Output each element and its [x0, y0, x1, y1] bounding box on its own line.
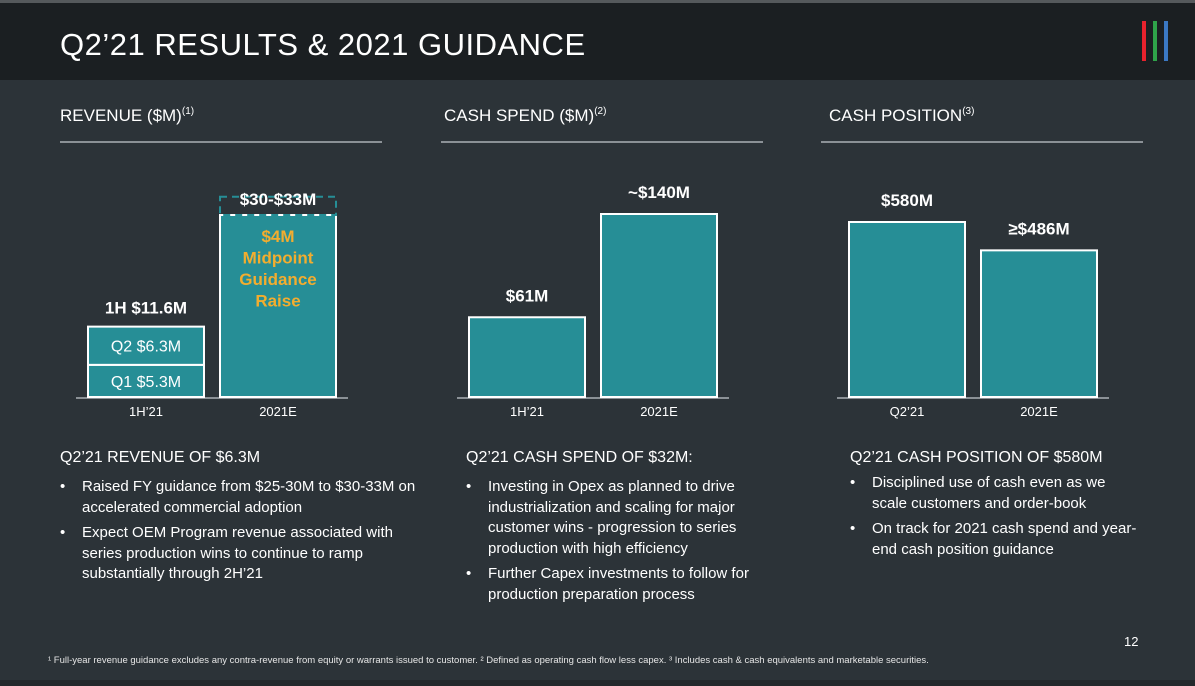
logo-bar-green	[1153, 21, 1157, 61]
revenue-section-rule	[60, 141, 382, 143]
cash-spend-bullets: • Investing in Opex as planned to drive i…	[466, 477, 786, 610]
cash-spend-title-text: CASH SPEND ($M)	[444, 106, 595, 125]
bullet-text: Further Capex investments to follow for …	[488, 565, 749, 603]
bullet-dot: •	[466, 565, 472, 582]
slide-title: Q2’21 RESULTS & 2021 GUIDANCE	[60, 27, 586, 62]
cash-spend-heading: Q2’21 CASH SPEND OF $32M:	[466, 449, 693, 466]
segment-label: Q1 $5.3M	[111, 374, 181, 391]
bullet-text: Expect OEM Program revenue associated wi…	[82, 524, 393, 582]
cash-spend-chart: $61M ~$140M 1H’21 2021E	[441, 160, 771, 422]
bullet-dot: •	[850, 520, 856, 537]
guidance-annotation: Guidance	[239, 270, 316, 289]
cash-position-title-footnote-ref: (3)	[962, 106, 975, 117]
revenue-chart: Q1 $5.3M Q2 $6.3M 1H $11.6M $30-$33M $4M Midp…	[60, 160, 390, 422]
revenue-section-title: REVENUE ($M)(1)	[60, 106, 194, 126]
bar	[848, 221, 966, 398]
bullet-text: Investing in Opex as planned to drive in…	[488, 478, 737, 557]
bullet-text: Disciplined use of cash even as we scale…	[872, 474, 1106, 512]
cash-position-section-title: CASH POSITION(3)	[829, 106, 974, 126]
segment-label: Q2 $6.3M	[111, 339, 181, 356]
bar-value-label: $30-$33M	[240, 190, 317, 209]
bullet-text: On track for 2021 cash spend and year-en…	[872, 520, 1137, 558]
list-item: • Disciplined use of cash even as we scal…	[850, 473, 1140, 514]
guidance-annotation: Raise	[255, 292, 300, 311]
revenue-title-footnote-ref: (1)	[181, 106, 195, 117]
bar-total-label: 1H $11.6M	[105, 299, 187, 318]
x-tick-label: 2021E	[259, 404, 297, 419]
list-item: • Further Capex investments to follow for…	[466, 564, 786, 605]
revenue-title-text: REVENUE ($M)	[60, 106, 182, 125]
page-number: 12	[1124, 634, 1139, 649]
x-tick-label: 1H’21	[129, 404, 163, 419]
bar-value-label: ~$140M	[628, 183, 690, 202]
bullet-dot: •	[850, 474, 856, 491]
x-tick-label: 1H’21	[510, 404, 544, 419]
bullet-dot: •	[466, 478, 472, 495]
slide-header: Q2’21 RESULTS & 2021 GUIDANCE	[0, 3, 1195, 80]
bar	[980, 249, 1098, 398]
cash-position-title-text: CASH POSITION	[829, 106, 963, 125]
bar-value-label: ≥$486M	[1008, 219, 1069, 238]
company-logo	[1140, 21, 1170, 63]
guidance-annotation: $4M	[261, 227, 294, 246]
bar-value-label: $61M	[506, 286, 549, 305]
revenue-chart-svg: Q1 $5.3M Q2 $6.3M 1H $11.6M $30-$33M $4M Midp…	[76, 190, 348, 419]
top-border	[0, 0, 1195, 3]
cash-position-bullets: • Disciplined use of cash even as we scal…	[850, 473, 1140, 565]
cash-position-heading: Q2’21 CASH POSITION OF $580M	[850, 449, 1103, 466]
bullet-text: Raised FY guidance from $25-30M to $30-3…	[82, 478, 416, 516]
cash-spend-chart-svg: $61M ~$140M 1H’21 2021E	[457, 183, 729, 419]
list-item: • Raised FY guidance from $25-30M to $30-…	[60, 477, 420, 518]
x-tick-label: 2021E	[640, 404, 678, 419]
logo-bar-red	[1142, 21, 1146, 61]
bar	[468, 316, 586, 398]
bar-value-label: $580M	[881, 191, 933, 210]
stacked-bar-segment	[87, 325, 205, 366]
revenue-heading: Q2’21 REVENUE OF $6.3M	[60, 449, 261, 466]
cash-spend-section-title: CASH SPEND ($M)(2)	[444, 106, 606, 126]
x-tick-label: Q2’21	[890, 404, 925, 419]
cash-spend-section-rule	[441, 141, 763, 143]
cash-spend-title-footnote-ref: (2)	[594, 106, 607, 117]
cash-position-chart-svg: $580M ≥$486M Q2’21 2021E	[837, 191, 1109, 419]
revenue-bullets: • Raised FY guidance from $25-30M to $30-…	[60, 477, 420, 590]
footnote: ¹ Full-year revenue guidance excludes an…	[48, 655, 929, 666]
x-tick-label: 2021E	[1020, 404, 1058, 419]
list-item: • On track for 2021 cash spend and year-e…	[850, 519, 1140, 560]
bar	[600, 213, 718, 398]
guidance-range-outline	[219, 195, 337, 216]
cash-position-section-rule	[821, 141, 1143, 143]
bullet-dot: •	[60, 524, 66, 541]
bottom-border	[0, 680, 1195, 686]
cash-position-chart: $580M ≥$486M Q2’21 2021E	[821, 160, 1151, 422]
guidance-annotation: Midpoint	[243, 249, 314, 268]
logo-bar-blue	[1164, 21, 1168, 61]
bullet-dot: •	[60, 478, 66, 495]
list-item: • Investing in Opex as planned to drive i…	[466, 477, 786, 559]
list-item: • Expect OEM Program revenue associated w…	[60, 523, 420, 585]
